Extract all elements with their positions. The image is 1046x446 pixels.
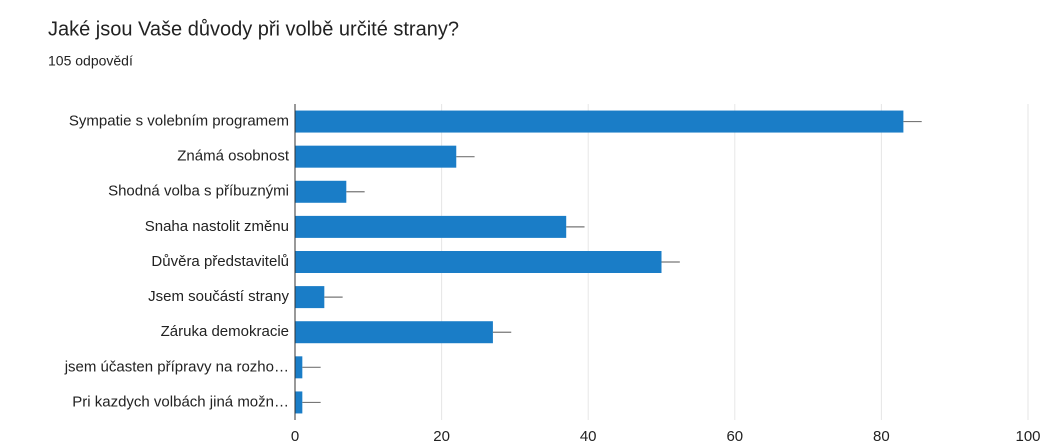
y-tick-label: jsem účasten přípravy na rozho… (64, 358, 289, 375)
x-tick-label: 0 (291, 428, 299, 445)
chart-title: Jaké jsou Vaše důvody při volbě určité s… (48, 18, 459, 40)
y-tick-label: Záruka demokracie (161, 323, 289, 340)
bar (295, 356, 303, 379)
y-tick-label: Sympatie s volebním programem (69, 113, 289, 130)
bar (295, 286, 325, 309)
bar (295, 391, 303, 414)
x-tick-label: 100 (1015, 428, 1040, 445)
chart-subtitle: 105 odpovědí (48, 53, 133, 69)
y-tick-label: Jsem součástí strany (148, 288, 289, 305)
y-tick-label: Pri kazdych volbách jiná možn… (72, 393, 289, 410)
x-tick-label: 20 (433, 428, 450, 445)
bar (295, 145, 457, 168)
bar (295, 180, 347, 203)
bar (295, 251, 662, 273)
y-tick-label: Snaha nastolit změnu (145, 218, 289, 235)
y-tick-label: Shodná volba s příbuznými (108, 183, 289, 200)
bar (295, 321, 493, 344)
bar (295, 110, 904, 133)
y-tick-label: Známá osobnost (177, 148, 290, 165)
x-tick-label: 40 (580, 428, 597, 445)
y-tick-label: Důvěra představitelů (151, 253, 289, 270)
bar (295, 215, 567, 238)
x-tick-label: 60 (726, 428, 743, 445)
x-tick-label: 80 (873, 428, 890, 445)
